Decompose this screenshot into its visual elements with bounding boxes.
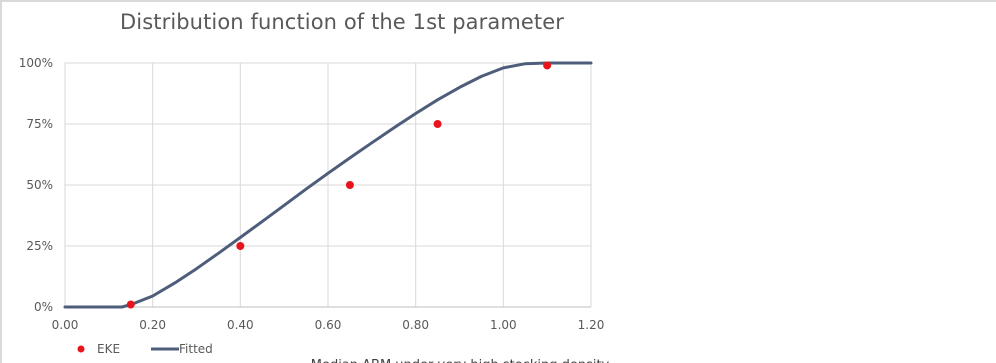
x-tick-label: 0.00 [52, 318, 79, 332]
legend-eke-marker [78, 346, 85, 353]
eke-point [346, 181, 354, 189]
x-axis-title: Median ABM under very high stocking dens… [311, 358, 610, 363]
y-tick-label: 75% [26, 117, 53, 131]
x-tick-label: 0.80 [402, 318, 429, 332]
legend-fitted-label: Fitted [179, 342, 213, 356]
eke-point [127, 301, 135, 309]
x-tick-label: 1.00 [490, 318, 517, 332]
y-tick-label: 25% [26, 239, 53, 253]
y-tick-label: 0% [34, 300, 53, 314]
eke-point [236, 242, 244, 250]
x-tick-label: 1.20 [578, 318, 605, 332]
eke-point [543, 61, 551, 69]
x-tick-label: 0.60 [315, 318, 342, 332]
legend-eke-label: EKE [97, 342, 120, 356]
eke-point [434, 120, 442, 128]
x-tick-label: 0.40 [227, 318, 254, 332]
y-tick-label: 100% [19, 56, 53, 70]
x-tick-label: 0.20 [139, 318, 166, 332]
y-tick-label: 50% [26, 178, 53, 192]
